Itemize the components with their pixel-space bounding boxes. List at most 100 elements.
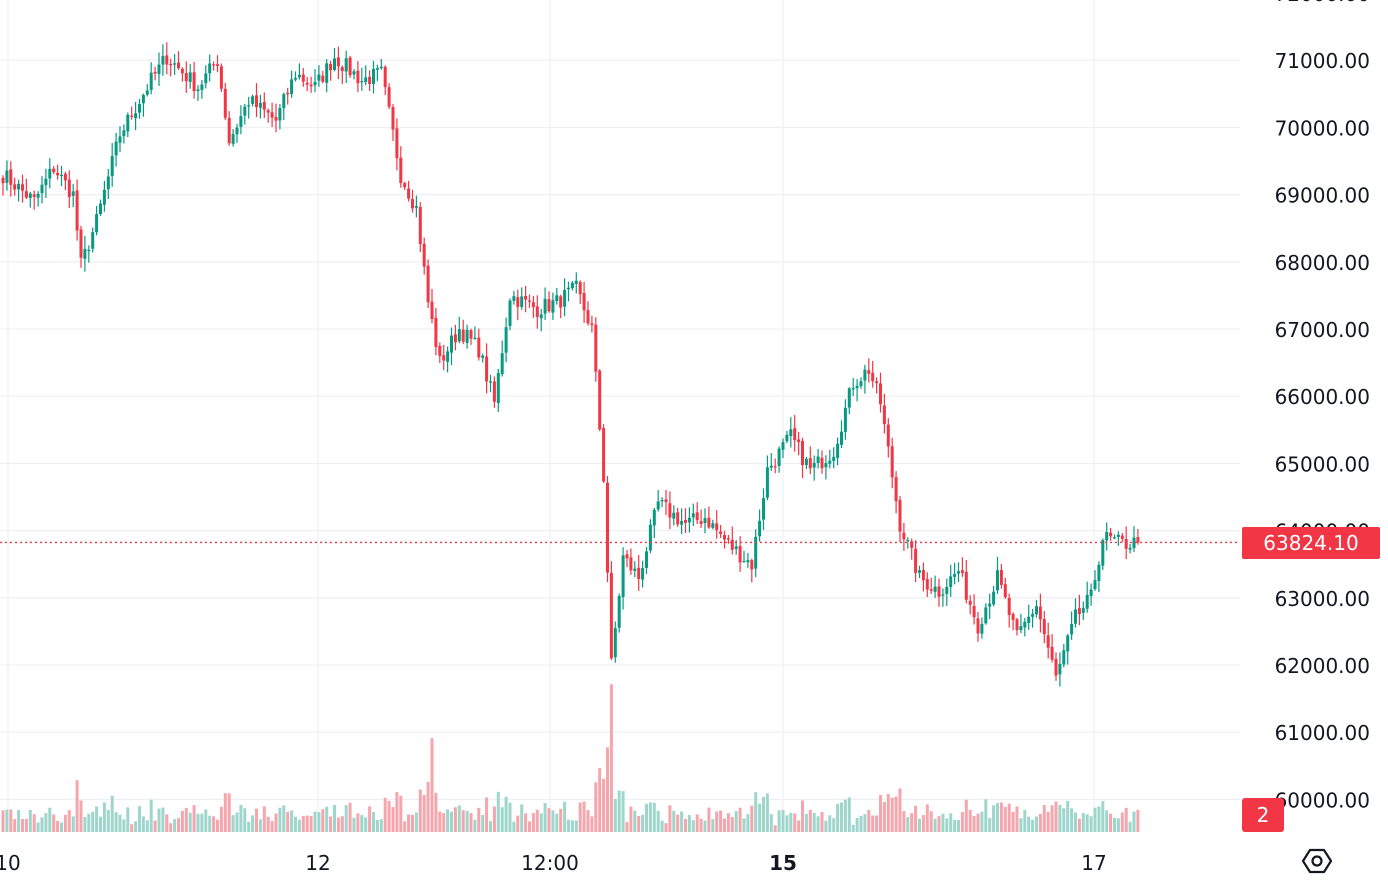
- candle-body: [134, 113, 138, 119]
- volume-bar: [239, 804, 243, 832]
- candle-body: [317, 74, 321, 81]
- volume-bar: [504, 796, 508, 832]
- volume-bar: [781, 809, 785, 832]
- candle-body: [430, 301, 434, 320]
- volume-bar: [1007, 803, 1011, 832]
- candle-body: [964, 571, 968, 600]
- candle-body: [648, 524, 652, 551]
- candle-body: [598, 370, 602, 430]
- volume-bar: [555, 813, 559, 832]
- time-tick-label: 12: [305, 851, 330, 875]
- candle-body: [216, 64, 219, 67]
- volume-bar: [707, 807, 711, 832]
- volume-bar: [687, 815, 691, 832]
- candle-body: [1007, 597, 1011, 616]
- candle-body: [262, 101, 266, 110]
- volume-bar: [1035, 816, 1038, 832]
- volume-bar: [828, 815, 832, 832]
- price-axis[interactable]: 72000.00 71000.00 70000.00 69000.00 68000.00…: [1275, 0, 1370, 812]
- candle-body: [996, 570, 999, 591]
- volume-bar: [606, 747, 609, 832]
- candle-body: [882, 405, 886, 425]
- candle-body: [1027, 616, 1031, 623]
- volume-bar: [578, 802, 582, 832]
- volume-bar: [395, 792, 399, 832]
- volume-bar: [1023, 809, 1027, 832]
- volume-bar: [1031, 819, 1035, 832]
- price-tick-label: 63000.00: [1275, 587, 1370, 611]
- candle-body: [290, 79, 294, 95]
- candle-body: [301, 74, 305, 82]
- candle-body: [820, 457, 824, 469]
- candle-body: [976, 618, 980, 634]
- candle-body: [329, 63, 333, 71]
- candle-body: [286, 92, 290, 95]
- volume-bar: [1003, 806, 1007, 832]
- volume-bar: [286, 811, 290, 832]
- candle-body: [937, 586, 941, 597]
- volume-bar: [5, 809, 9, 832]
- candle-body: [485, 356, 489, 382]
- settings-icon[interactable]: [1302, 846, 1332, 876]
- volume-bar: [383, 797, 387, 832]
- volume-bar: [859, 815, 863, 832]
- candle-body: [1038, 606, 1042, 620]
- candle-body: [960, 570, 964, 574]
- candle-body: [364, 77, 368, 83]
- candle-body: [79, 229, 83, 258]
- volume-bar: [48, 807, 52, 832]
- candle-body: [196, 89, 200, 92]
- volume-bar: [465, 810, 469, 832]
- volume-bar: [645, 803, 648, 832]
- volume-bar: [769, 814, 773, 832]
- candle-body: [188, 72, 192, 82]
- volume-bar: [816, 816, 820, 832]
- candle-body: [563, 290, 567, 307]
- volume-bar: [294, 816, 297, 832]
- candle-body: [520, 296, 524, 308]
- candle-body: [824, 463, 828, 468]
- volume-bar: [738, 807, 742, 832]
- volume-bar: [309, 815, 313, 832]
- volume-bar: [574, 820, 578, 832]
- volume-bar: [968, 809, 972, 832]
- candle-body: [933, 586, 937, 592]
- volume-bar: [516, 815, 520, 832]
- alert-count-badge[interactable]: 2: [1242, 798, 1284, 832]
- volume-bar: [333, 804, 336, 832]
- candle-body: [551, 300, 555, 313]
- volume-bar: [496, 791, 500, 832]
- last-price-label: 63824.10: [1242, 527, 1380, 559]
- price-tick-label: 72000.00: [1275, 0, 1370, 6]
- volume-bar: [1105, 810, 1109, 832]
- price-tick-label: 65000.00: [1275, 452, 1370, 476]
- candle-body: [524, 295, 528, 300]
- candle-body: [243, 106, 247, 116]
- volume-bar: [992, 805, 996, 832]
- volume-bar: [356, 813, 360, 832]
- volume-bar: [957, 819, 960, 832]
- candle-body: [13, 184, 17, 190]
- volume-bar: [79, 800, 83, 832]
- candle-body: [489, 381, 492, 383]
- volume-bar: [235, 812, 239, 832]
- candle-body: [972, 605, 976, 618]
- price-tick-label: 69000.00: [1275, 184, 1370, 208]
- candle-body: [407, 188, 411, 199]
- candle-body: [153, 71, 157, 74]
- time-axis[interactable]: 10 12 12:00 15 17: [0, 851, 1107, 875]
- volume-bar: [157, 808, 161, 832]
- candle-body: [309, 84, 313, 87]
- candle-body: [602, 428, 606, 482]
- volume-bar: [598, 768, 602, 832]
- candle-body: [808, 458, 812, 469]
- volume-bar: [461, 810, 465, 832]
- volume-bar: [1093, 807, 1097, 832]
- candle-body: [555, 295, 559, 302]
- candle-body: [63, 173, 67, 181]
- volume-bar: [602, 778, 606, 832]
- volume-bar: [372, 812, 375, 832]
- volume-bar: [1132, 811, 1136, 832]
- candle-body: [375, 68, 379, 70]
